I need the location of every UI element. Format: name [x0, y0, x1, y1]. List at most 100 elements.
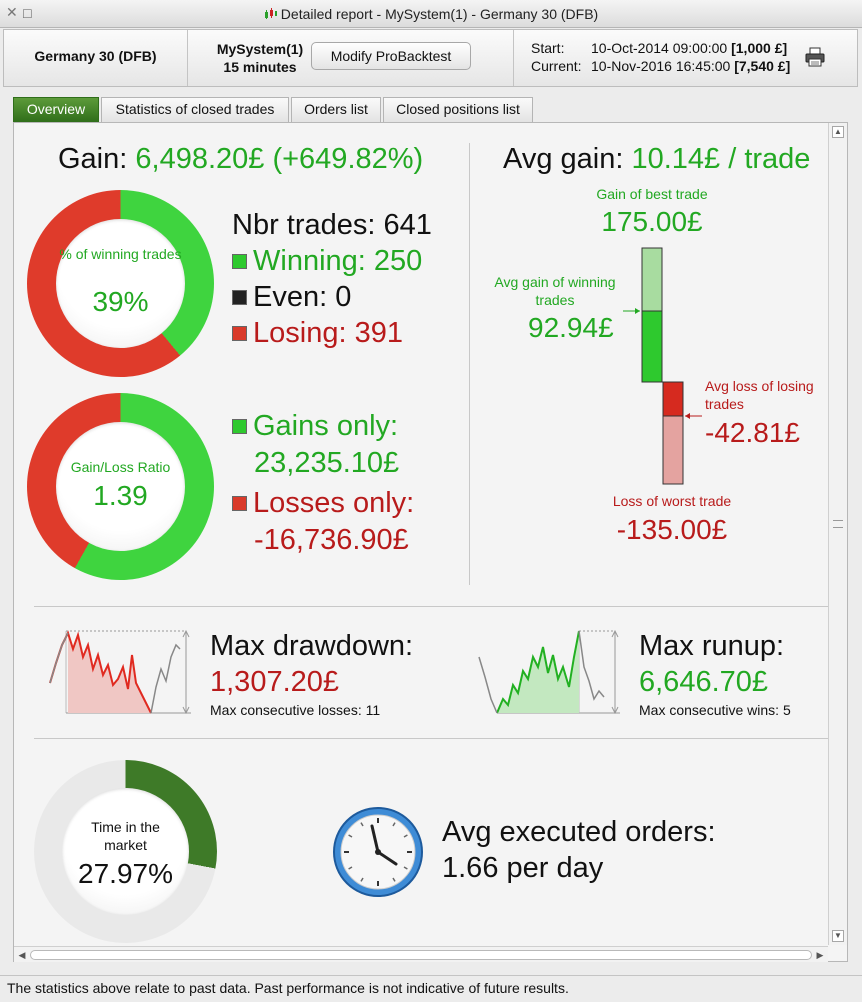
candlestick-app-icon: [264, 8, 277, 19]
losses-only-label: Losses only:: [232, 487, 414, 520]
scroll-grip[interactable]: [833, 520, 843, 528]
ratio-ring-center: [56, 422, 185, 551]
header-divider: [513, 30, 514, 86]
max-consecutive-losses: Max consecutive losses: 11: [210, 702, 381, 718]
worst-trade-value: -135.00£: [616, 514, 728, 545]
avg-executed-orders-label: Avg executed orders:: [442, 816, 716, 848]
ratio-ring-value: 1.39: [93, 480, 148, 511]
avg-win-label-line2: trades: [535, 292, 575, 308]
max-runup-value: 6,646.70£: [639, 666, 769, 698]
clock-icon: [333, 807, 423, 897]
winning-ring-value: 39%: [92, 286, 149, 317]
runup-sparkline: [478, 629, 620, 715]
current-value: [7,540 £]: [734, 58, 791, 74]
losing-count: Losing: 391: [232, 317, 403, 350]
avg-win-value: 92.94£: [528, 312, 614, 343]
vertical-scrollbar[interactable]: ▲ ▼: [828, 123, 847, 945]
gains-only-value: 23,235.10£: [254, 447, 400, 479]
avg-gain-label: Avg gain:: [503, 143, 624, 175]
best-trade-bar: [641, 247, 663, 312]
start-date: 10-Oct-2014 09:00:00: [591, 40, 728, 56]
gain-label: Gain:: [58, 143, 128, 175]
disclaimer-footer: The statistics above relate to past data…: [0, 975, 862, 1002]
tab-orders-list[interactable]: Orders list: [291, 97, 381, 122]
tab-overview[interactable]: Overview: [13, 97, 99, 122]
gains-legend-swatch: [232, 419, 247, 434]
horizontal-scrollbar[interactable]: ◀ ▶: [14, 946, 828, 962]
gains-only-label: Gains only:: [232, 410, 398, 443]
winning-count-text: Winning: 250: [253, 245, 423, 277]
title-bar: ✕ ☐ Detailed report - MySystem(1) - Germ…: [0, 0, 862, 28]
gain-heading: Gain: 6,498.20£ (+649.82%): [58, 143, 423, 176]
max-runup-label: Max runup:: [639, 630, 785, 662]
best-trade-label: Gain of best trade: [596, 186, 708, 202]
best-trade-value: 175.00£: [601, 206, 703, 237]
trade-range-bar: [623, 247, 702, 485]
avg-gain-value: 10.14£ / trade: [631, 143, 811, 175]
scroll-right-arrow[interactable]: ▶: [816, 950, 824, 960]
avg-loss-value: -42.81£: [705, 417, 800, 448]
even-legend-swatch: [232, 290, 247, 305]
start-value: [1,000 £]: [731, 40, 788, 56]
ratio-ring-label: Gain/Loss Ratio: [70, 459, 171, 475]
section-divider-horizontal: [34, 606, 828, 607]
time-in-market-value: 27.97%: [78, 858, 173, 889]
winning-legend-swatch: [232, 254, 247, 269]
avg-win-label-line1: Avg gain of winning: [494, 274, 616, 290]
tab-statistics-closed-trades[interactable]: Statistics of closed trades: [101, 97, 289, 122]
winning-ring-label: % of winning trades: [59, 246, 182, 262]
printer-icon[interactable]: [804, 47, 826, 67]
worst-trade-label: Loss of worst trade: [612, 493, 732, 509]
even-count-text: Even: 0: [253, 281, 352, 313]
scroll-up-arrow[interactable]: ▲: [832, 126, 844, 138]
tab-closed-positions-list[interactable]: Closed positions list: [383, 97, 533, 122]
losses-only-label-text: Losses only:: [253, 487, 415, 519]
time-label-line2: market: [104, 837, 147, 853]
even-count: Even: 0: [232, 281, 351, 314]
timeframe: 15 minutes: [223, 59, 297, 75]
winning-ring-center: [56, 219, 185, 348]
time-ring-center: [62, 788, 189, 915]
section-divider-horizontal: [34, 738, 828, 739]
horizontal-scroll-thumb[interactable]: [30, 950, 812, 960]
winning-count: Winning: 250: [232, 245, 422, 278]
max-drawdown-label: Max drawdown:: [210, 630, 414, 662]
drawdown-sparkline: [49, 629, 191, 715]
close-icon[interactable]: ✕: [6, 5, 18, 21]
report-header: Germany 30 (DFB) MySystem(1) 15 minutes …: [3, 29, 858, 87]
avg-executed-orders-value: 1.66 per day: [442, 852, 604, 884]
avg-win-bar: [641, 310, 663, 383]
avg-loss-label: Avg loss of losing trades: [705, 377, 814, 413]
avg-gain-heading: Avg gain: 10.14£ / trade: [503, 143, 810, 176]
start-label: Start:: [531, 40, 565, 56]
worst-trade-bar: [662, 415, 684, 485]
current-date: 10-Nov-2016 16:45:00: [591, 58, 731, 74]
system-info: MySystem(1) 15 minutes: [204, 40, 316, 76]
avg-loss-label-line2: trades: [705, 396, 744, 412]
time-label-line1: Time in the: [91, 819, 160, 835]
max-consecutive-wins: Max consecutive wins: 5: [639, 702, 791, 718]
window-title-wrap: Detailed report - MySystem(1) - Germany …: [0, 6, 862, 22]
header-divider: [187, 30, 188, 86]
section-divider-vertical: [469, 143, 470, 585]
modify-probacktest-button[interactable]: Modify ProBacktest: [311, 42, 471, 70]
gains-only-label-text: Gains only:: [253, 410, 399, 442]
avg-win-label: Avg gain of winning trades: [480, 273, 630, 309]
time-in-market-label: Time in the market: [62, 818, 189, 854]
current-label: Current:: [531, 58, 582, 74]
nbr-trades: Nbr trades: 641: [232, 209, 432, 241]
avg-loss-bar: [662, 381, 684, 417]
max-drawdown-value: 1,307.20£: [210, 666, 340, 698]
losing-legend-swatch: [232, 326, 247, 341]
window-title: Detailed report - MySystem(1) - Germany …: [280, 6, 599, 22]
losses-only-value: -16,736.90£: [254, 524, 409, 556]
maximize-icon[interactable]: ☐: [22, 7, 33, 21]
date-range: Start: 10-Oct-2014 09:00:00 [1,000 £] Cur…: [531, 39, 790, 75]
system-name: MySystem(1): [216, 41, 304, 57]
scroll-down-arrow[interactable]: ▼: [832, 930, 844, 942]
scroll-left-arrow[interactable]: ◀: [18, 950, 26, 960]
avg-loss-label-line1: Avg loss of losing: [705, 378, 814, 394]
losses-legend-swatch: [232, 496, 247, 511]
gain-value: 6,498.20£ (+649.82%): [135, 143, 424, 175]
